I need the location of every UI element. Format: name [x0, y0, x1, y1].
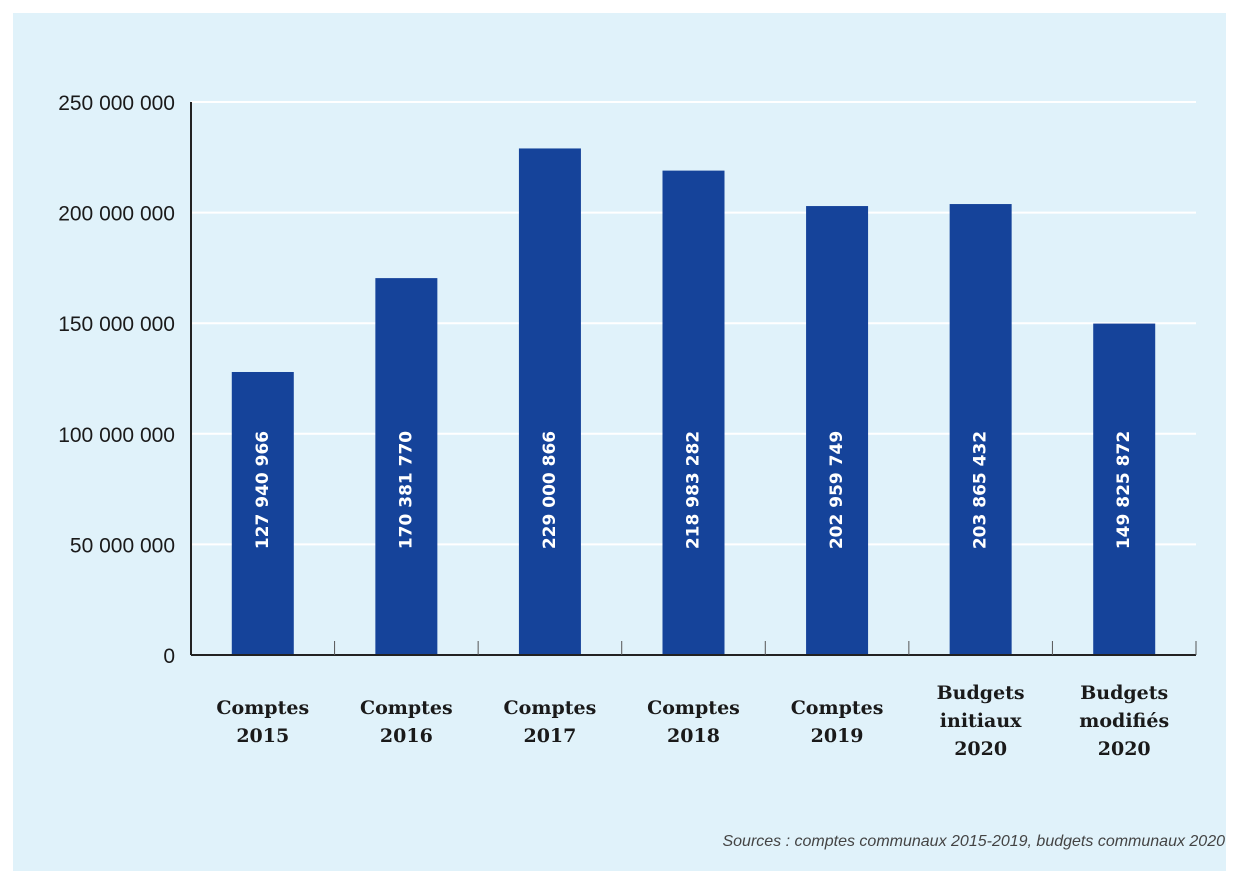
x-category-label: Comptes	[647, 697, 740, 719]
bar-value-label: 229 000 866	[540, 431, 560, 549]
x-category-label: Budgets	[937, 682, 1025, 704]
x-category-label: Comptes	[360, 697, 453, 719]
x-category-label: Budgets	[1080, 682, 1168, 704]
y-tick-label: 0	[163, 645, 175, 668]
source-note: Sources : comptes communaux 2015-2019, b…	[722, 833, 1225, 850]
bar-value-label: 203 865 432	[971, 431, 991, 549]
x-category-label: 2020	[954, 738, 1007, 760]
x-category-label: Comptes	[791, 697, 884, 719]
y-axis-ticks: 0 50 000 000 100 000 000 150 000 000 200 000…	[58, 92, 175, 668]
bar-value-label: 127 940 966	[253, 431, 273, 549]
bar	[949, 204, 1012, 655]
bars: 127 940 966 170 381 770 229 000 866 218 983…	[231, 148, 1156, 656]
x-category-label: 2020	[1098, 738, 1151, 760]
bar-value-label: 202 959 749	[827, 431, 847, 549]
bar	[518, 148, 581, 656]
x-category-label: 2016	[380, 725, 433, 747]
y-tick-label: 100 000 000	[58, 424, 175, 447]
y-tick-label: 250 000 000	[58, 92, 175, 115]
y-tick-label: 200 000 000	[58, 203, 175, 226]
x-category-label: 2017	[523, 725, 576, 747]
x-category-label: Comptes	[504, 697, 597, 719]
bar	[1093, 323, 1156, 655]
bar	[662, 170, 725, 655]
x-category-label: Comptes	[216, 697, 309, 719]
x-category-label: 2015	[236, 725, 289, 747]
y-tick-label: 150 000 000	[58, 313, 175, 336]
bar	[375, 278, 438, 655]
x-category-label: modifiés	[1079, 710, 1169, 732]
bar-value-label: 218 983 282	[684, 431, 704, 549]
x-category-label: 2018	[667, 725, 720, 747]
bar-value-label: 170 381 770	[396, 431, 416, 549]
axes	[190, 102, 1197, 656]
bar-value-label: 149 825 872	[1114, 431, 1134, 549]
x-category-label: 2019	[811, 725, 864, 747]
x-axis-categories: Comptes 2015 Comptes 2016 Comptes 2017 Comptes…	[216, 682, 1169, 760]
bar	[806, 206, 869, 655]
chart-panel	[13, 13, 1226, 871]
x-category-label: initiaux	[940, 710, 1022, 732]
y-tick-label: 50 000 000	[70, 534, 175, 557]
bar	[231, 371, 294, 655]
